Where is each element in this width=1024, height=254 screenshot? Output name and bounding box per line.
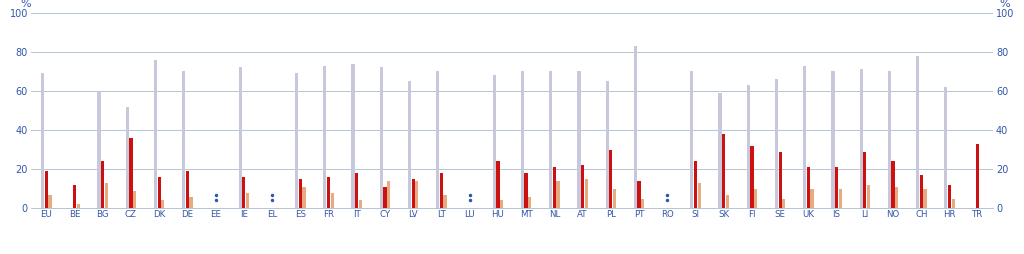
Bar: [839, 189, 842, 208]
Bar: [440, 173, 443, 208]
Bar: [416, 181, 419, 208]
Y-axis label: %: %: [20, 0, 31, 9]
Bar: [585, 179, 588, 208]
Bar: [831, 71, 835, 208]
Bar: [101, 161, 104, 208]
Bar: [581, 165, 584, 208]
Bar: [920, 175, 923, 208]
Bar: [521, 71, 524, 208]
Bar: [355, 173, 358, 208]
Bar: [605, 81, 608, 208]
Bar: [497, 161, 500, 208]
Bar: [299, 179, 302, 208]
Bar: [182, 71, 185, 208]
Bar: [859, 69, 863, 208]
Bar: [246, 193, 249, 208]
Bar: [133, 191, 136, 208]
Bar: [754, 189, 757, 208]
Bar: [641, 199, 644, 208]
Bar: [41, 73, 44, 208]
Bar: [48, 195, 51, 208]
Bar: [637, 181, 641, 208]
Bar: [302, 187, 305, 208]
Bar: [694, 161, 697, 208]
Bar: [524, 173, 527, 208]
Bar: [726, 195, 729, 208]
Bar: [185, 171, 189, 208]
Bar: [383, 187, 387, 208]
Bar: [243, 177, 246, 208]
Bar: [154, 60, 157, 208]
Bar: [835, 167, 839, 208]
Bar: [549, 71, 552, 208]
Bar: [775, 79, 778, 208]
Bar: [924, 189, 927, 208]
Bar: [295, 73, 298, 208]
Bar: [358, 200, 362, 208]
Bar: [443, 195, 446, 208]
Bar: [528, 197, 531, 208]
Bar: [327, 177, 330, 208]
Bar: [126, 107, 129, 208]
Bar: [161, 200, 165, 208]
Bar: [751, 146, 754, 208]
Bar: [45, 171, 48, 208]
Bar: [888, 71, 891, 208]
Bar: [722, 134, 725, 208]
Bar: [324, 66, 327, 208]
Bar: [158, 177, 161, 208]
Y-axis label: %: %: [999, 0, 1010, 9]
Bar: [500, 200, 503, 208]
Bar: [436, 71, 439, 208]
Bar: [578, 71, 581, 208]
Bar: [73, 185, 76, 208]
Bar: [387, 181, 390, 208]
Bar: [867, 185, 870, 208]
Bar: [719, 93, 722, 208]
Bar: [493, 75, 496, 208]
Bar: [944, 87, 947, 208]
Bar: [351, 64, 354, 208]
Bar: [556, 181, 560, 208]
Bar: [609, 150, 612, 208]
Bar: [916, 56, 920, 208]
Bar: [612, 189, 616, 208]
Bar: [331, 193, 334, 208]
Bar: [892, 161, 895, 208]
Bar: [746, 85, 750, 208]
Bar: [553, 167, 556, 208]
Bar: [634, 46, 637, 208]
Bar: [408, 81, 412, 208]
Bar: [129, 138, 132, 208]
Bar: [97, 91, 100, 208]
Bar: [778, 152, 781, 208]
Bar: [239, 68, 242, 208]
Bar: [895, 187, 898, 208]
Bar: [803, 66, 806, 208]
Bar: [697, 183, 700, 208]
Bar: [380, 68, 383, 208]
Bar: [77, 204, 80, 208]
Bar: [976, 144, 979, 208]
Bar: [807, 167, 810, 208]
Bar: [412, 179, 415, 208]
Bar: [810, 189, 814, 208]
Bar: [948, 185, 951, 208]
Bar: [189, 197, 193, 208]
Bar: [782, 199, 785, 208]
Bar: [863, 152, 866, 208]
Bar: [951, 199, 954, 208]
Bar: [690, 71, 693, 208]
Bar: [104, 183, 108, 208]
